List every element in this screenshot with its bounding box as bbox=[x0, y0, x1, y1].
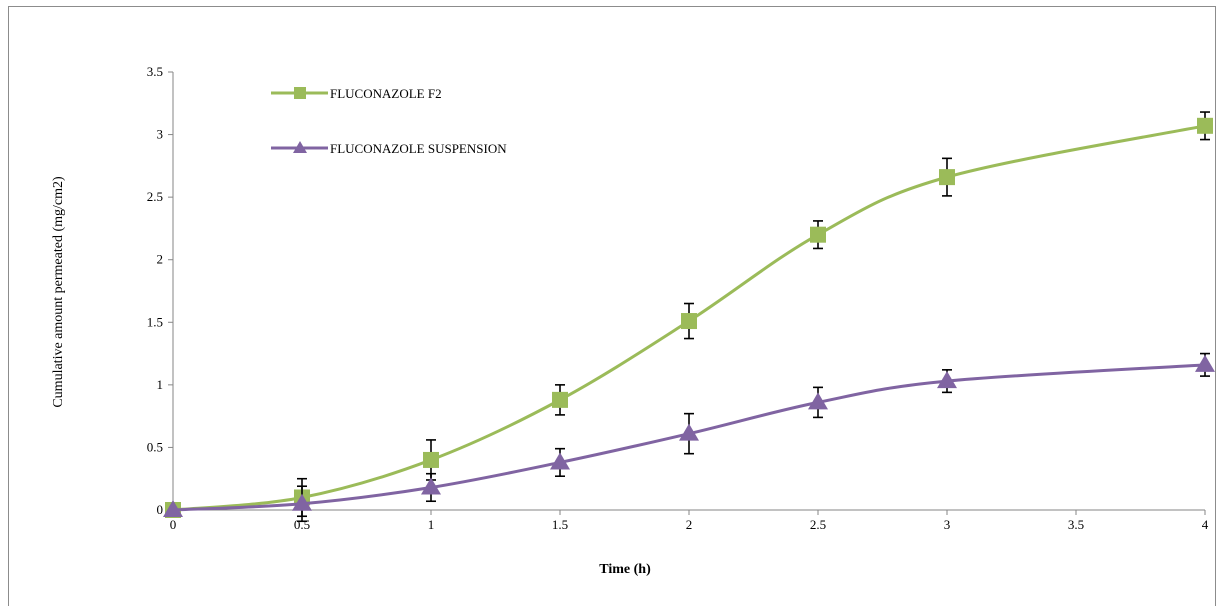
data-point bbox=[163, 500, 183, 517]
y-tick-label: 2 bbox=[157, 252, 164, 267]
y-tick-label: 1.5 bbox=[147, 314, 163, 329]
y-tick-label: 1 bbox=[157, 377, 164, 392]
legend-label: FLUCONAZOLE SUSPENSION bbox=[330, 141, 507, 156]
x-tick-label: 3.5 bbox=[1068, 517, 1084, 532]
data-point bbox=[939, 169, 955, 186]
x-axis-title: Time (h) bbox=[599, 562, 651, 577]
axes bbox=[168, 71, 1206, 515]
y-tick-label: 3.5 bbox=[147, 64, 163, 79]
y-tick-label: 3 bbox=[157, 127, 164, 142]
legend-marker bbox=[293, 141, 307, 153]
data-point bbox=[423, 451, 439, 468]
x-tick-label: 2 bbox=[686, 517, 693, 532]
data-point bbox=[681, 313, 697, 330]
series-layer bbox=[163, 111, 1215, 523]
data-point bbox=[421, 477, 441, 495]
data-point bbox=[1195, 354, 1215, 372]
y-axis-title: Cumulative amount permeated (mg/cm2) bbox=[51, 176, 66, 408]
x-tick-label: 1 bbox=[428, 517, 435, 532]
series-line bbox=[172, 363, 1206, 512]
data-point bbox=[1197, 117, 1213, 134]
y-tick-label: 2.5 bbox=[147, 189, 163, 204]
x-tick-label: 1.5 bbox=[552, 517, 568, 532]
series-suspension bbox=[163, 352, 1215, 523]
y-tick-label: 0.5 bbox=[147, 439, 163, 454]
y-tick-labels: 0 0.5 1 1.5 2 2.5 3 3.5 bbox=[147, 64, 163, 517]
data-point bbox=[550, 452, 570, 470]
data-point bbox=[552, 391, 568, 408]
series-f2 bbox=[165, 111, 1213, 518]
x-tick-label: 0 bbox=[170, 517, 177, 532]
legend-label: FLUCONAZOLE F2 bbox=[330, 86, 442, 101]
legend: FLUCONAZOLE F2 FLUCONAZOLE SUSPENSION bbox=[271, 86, 507, 156]
x-tick-labels: 0 0.5 1 1.5 2 2.5 3 3.5 4 bbox=[170, 517, 1209, 532]
data-point bbox=[808, 392, 828, 410]
data-point bbox=[937, 371, 957, 389]
data-point bbox=[679, 423, 699, 441]
legend-marker bbox=[294, 87, 306, 99]
x-tick-label: 4 bbox=[1202, 517, 1209, 532]
y-tick-label: 0 bbox=[157, 502, 164, 517]
x-tick-label: 2.5 bbox=[810, 517, 826, 532]
data-point bbox=[292, 493, 312, 511]
chart-frame bbox=[8, 6, 1216, 606]
data-point bbox=[810, 226, 826, 243]
x-tick-label: 3 bbox=[944, 517, 951, 532]
